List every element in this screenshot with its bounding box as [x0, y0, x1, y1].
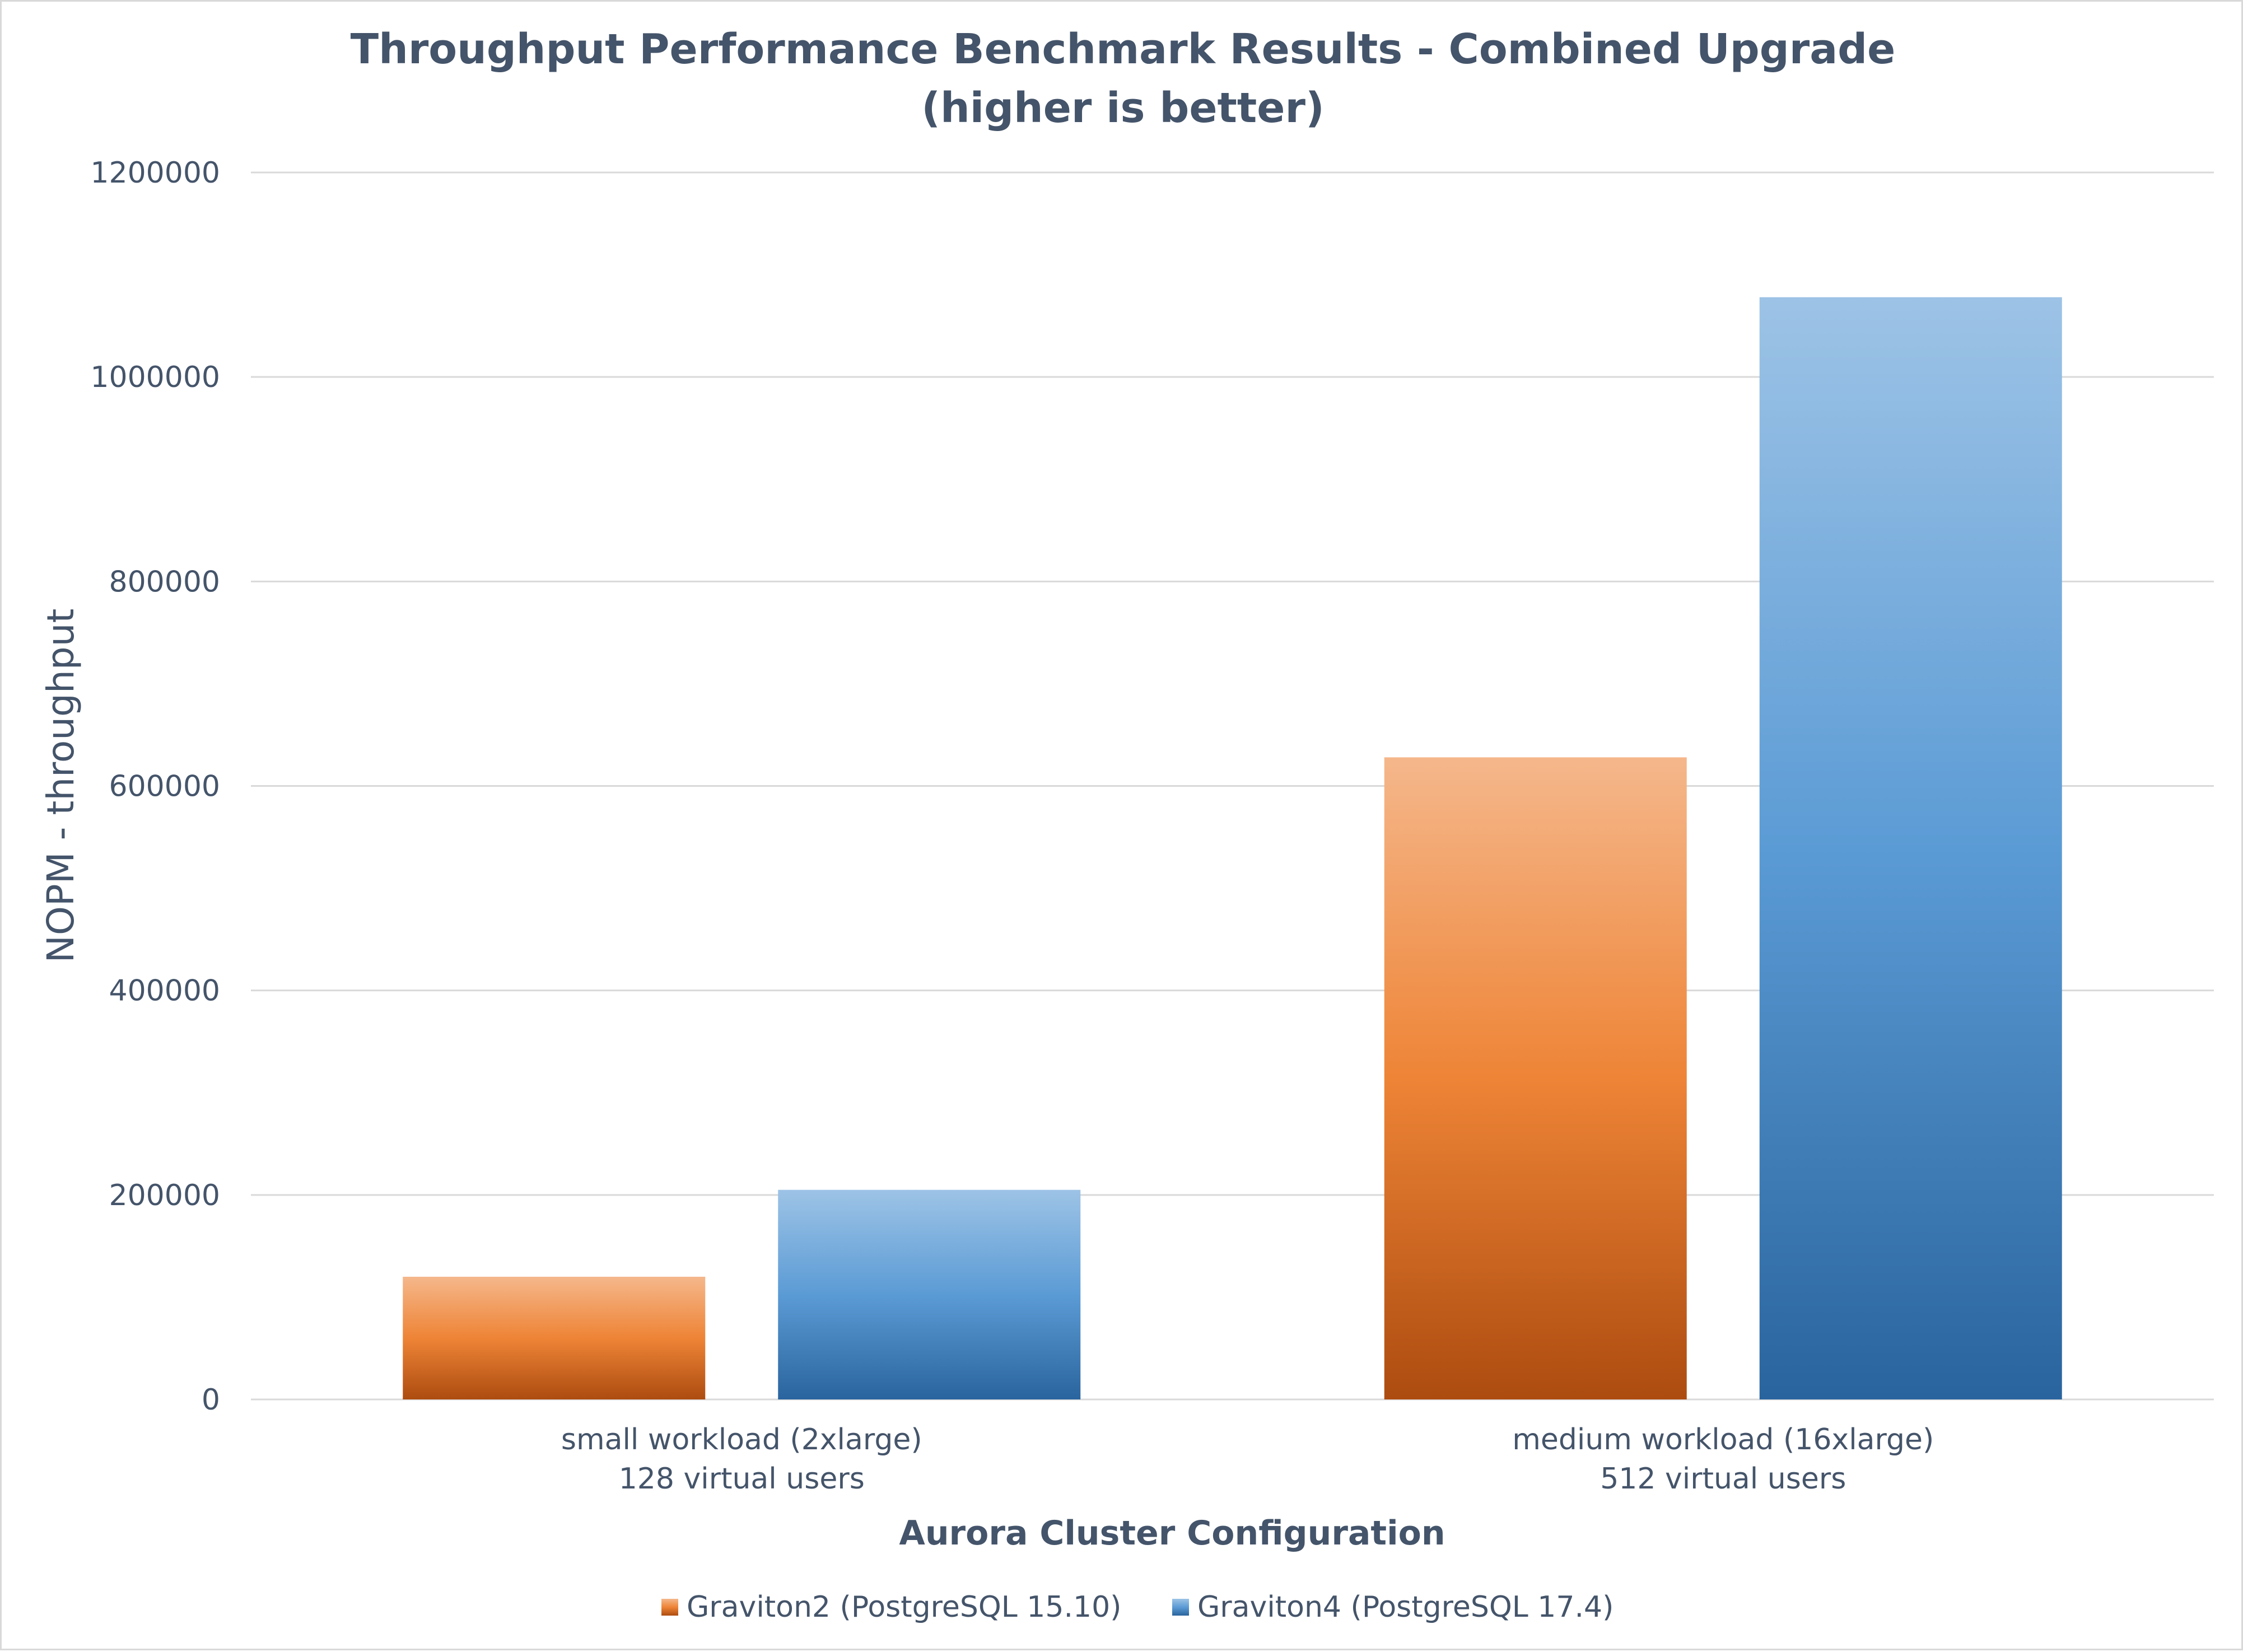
bars: [403, 297, 2062, 1399]
y-axis-title: NOPM - throughput: [39, 609, 82, 963]
chart-subtitle: (higher is better): [921, 84, 1325, 132]
bar: [778, 1189, 1081, 1399]
y-tick-label: 1200000: [90, 156, 220, 190]
y-tick-label: 600000: [109, 770, 220, 804]
chart-title: Throughput Performance Benchmark Results…: [351, 25, 1896, 73]
bar: [1759, 297, 2062, 1399]
legend: Graviton2 (PostgreSQL 15.10) Graviton4 (P…: [661, 1590, 1614, 1624]
y-tick-label: 800000: [109, 565, 220, 599]
bar: [403, 1276, 706, 1399]
x-axis-categories: small workload (2xlarge) 128 virtual user…: [561, 1423, 1934, 1496]
legend-label: Graviton4 (PostgreSQL 17.4): [1197, 1590, 1614, 1624]
x-category-label: small workload (2xlarge): [561, 1423, 922, 1457]
x-category-label: medium workload (16xlarge): [1512, 1423, 1934, 1457]
bar: [1384, 757, 1687, 1399]
x-category-sublabel: 128 virtual users: [619, 1462, 865, 1496]
x-category-sublabel: 512 virtual users: [1600, 1462, 1846, 1496]
x-axis-title: Aurora Cluster Configuration: [899, 1514, 1445, 1553]
legend-label: Graviton2 (PostgreSQL 15.10): [687, 1590, 1121, 1624]
y-axis-ticks: 0 200000 400000 600000 800000 1000000 1200000: [90, 156, 220, 1417]
y-tick-label: 0: [202, 1383, 220, 1417]
legend-swatch: [1172, 1599, 1189, 1616]
legend-swatch: [661, 1599, 678, 1616]
y-tick-label: 1000000: [90, 361, 220, 394]
y-tick-label: 400000: [109, 974, 220, 1008]
y-tick-label: 200000: [109, 1179, 220, 1212]
gridlines: [251, 171, 2214, 1401]
